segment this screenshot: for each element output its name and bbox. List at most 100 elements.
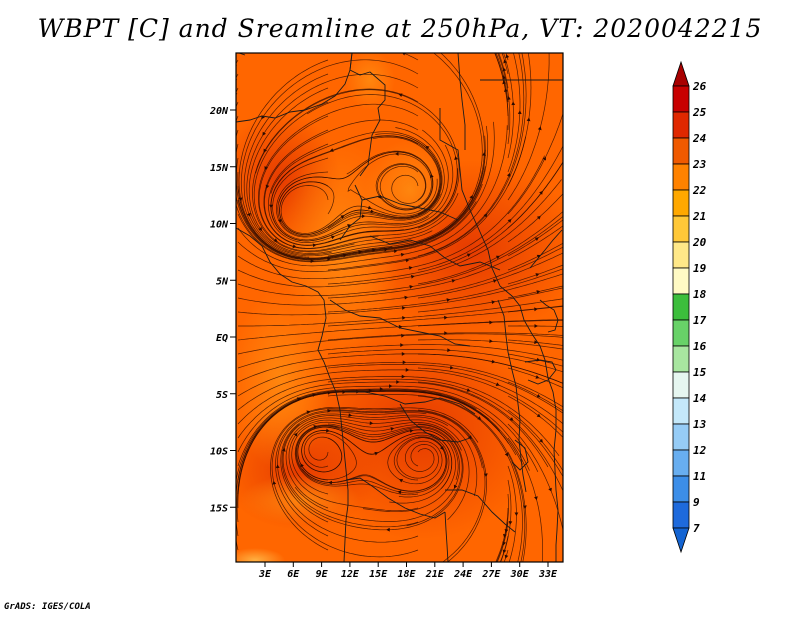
streamline-arrow [489, 339, 493, 344]
streamline [270, 135, 441, 242]
lon-label: 27E [481, 569, 501, 580]
streamline [243, 73, 413, 257]
streamline [297, 426, 456, 513]
streamline-arrow [522, 505, 527, 510]
grads-credit: GrADS: IGES/COLA [4, 602, 91, 612]
streamline [294, 424, 459, 496]
streamline-arrow [483, 473, 488, 478]
streamline-arrow [449, 365, 454, 370]
colorbar-segment [672, 241, 690, 269]
streamline-arrow [398, 93, 403, 98]
colorbar-label: 11 [693, 470, 706, 483]
streamline [327, 305, 563, 327]
colorbar-segment [672, 85, 690, 113]
colorbar-segment [672, 111, 690, 139]
streamline [275, 410, 483, 537]
wbpt-field [236, 53, 563, 562]
streamline [236, 59, 239, 65]
lat-label: 5N [216, 276, 229, 287]
colorbar-segment [672, 189, 690, 217]
streamline [237, 388, 530, 471]
streamline-arrow [277, 218, 282, 223]
colorbar-bottom-arrow [672, 527, 690, 554]
map-frame [235, 52, 564, 563]
lon-label: 21E [425, 569, 445, 580]
colorbar-segment [672, 293, 690, 321]
streamline-arrow [401, 306, 406, 310]
streamline [279, 136, 442, 236]
streamline-arrow [491, 300, 496, 305]
streamline [253, 101, 449, 252]
streamline [346, 150, 434, 211]
streamline-arrow [401, 352, 406, 356]
streamline [276, 127, 445, 238]
streamline-arrow [505, 54, 510, 59]
streamline-arrow [444, 315, 448, 320]
streamline-arrow [483, 213, 488, 218]
colorbar-label: 24 [692, 132, 707, 145]
streamline-arrow [405, 368, 410, 372]
streamline-arrow [489, 320, 493, 325]
streamline [327, 364, 563, 414]
lon-label: 24E [453, 569, 473, 580]
colorbar-label: 7 [693, 522, 700, 535]
streamline-arrow [400, 252, 405, 257]
streamline-arrow [536, 393, 541, 398]
streamline [237, 381, 549, 468]
chart-title: WBPT [C] and Sreamline at 250hPa, VT: 20… [37, 14, 763, 43]
streamline-arrow [447, 348, 451, 353]
streamline [237, 135, 486, 259]
streamline [327, 225, 563, 299]
latitude-axis: 20N 15N 10N 5N EQ 5S 10S 15S [209, 106, 236, 514]
colorbar-label: 13 [693, 418, 707, 431]
streamline-arrow [536, 413, 541, 418]
streamline [236, 143, 483, 261]
streamline [327, 332, 563, 341]
streamline-arrow [275, 464, 280, 469]
streamline-arrow [425, 145, 430, 150]
streamline-arrow [393, 249, 398, 254]
streamline-arrow [453, 484, 458, 489]
colorbar-segment [672, 397, 690, 425]
streamline-arrow [482, 152, 487, 156]
lon-label: 3E [258, 569, 272, 580]
streamline-arrow [390, 427, 395, 431]
streamline-arrow [495, 382, 500, 386]
streamline [497, 53, 511, 145]
colorbar-segment [672, 267, 690, 295]
colorbar-label: 25 [692, 106, 707, 119]
streamline-arrow [348, 413, 353, 418]
streamline [507, 409, 563, 472]
lat-label: 10N [210, 220, 229, 231]
streamline [240, 59, 419, 258]
colorbar-segment [672, 319, 690, 347]
lat-label: 15S [210, 503, 228, 514]
streamline-arrow [409, 284, 414, 289]
streamline-arrow [537, 126, 542, 131]
streamline [236, 157, 486, 260]
streamline-arrow [247, 212, 251, 217]
streamline-arrow [536, 290, 541, 294]
streamline-arrow [389, 384, 393, 389]
streamline-arrow [451, 279, 456, 283]
streamline-arrow [396, 380, 400, 384]
streamline [237, 125, 508, 267]
streamline-arrow [394, 151, 399, 156]
streamline [236, 390, 501, 523]
streamline-arrow [402, 53, 406, 56]
streamline-arrow [384, 247, 388, 252]
colorbar-label: 22 [692, 184, 707, 197]
streamline-arrow [535, 375, 540, 379]
streamline-arrow [502, 541, 507, 546]
colorbar-label: 16 [693, 340, 707, 353]
colorbar-label: 26 [692, 80, 707, 93]
streamline-arrow [548, 487, 552, 492]
streamline [402, 53, 419, 61]
streamline-arrow [517, 110, 522, 115]
streamline-arrow [401, 374, 406, 379]
colorbar: 26 25 24 23 22 21 20 19 18 17 16 15 14 13 12 11 9 7 [672, 60, 707, 554]
streamline-arrow [536, 215, 541, 220]
colorbar-top-arrow [672, 60, 690, 87]
streamline-arrow [409, 428, 414, 433]
